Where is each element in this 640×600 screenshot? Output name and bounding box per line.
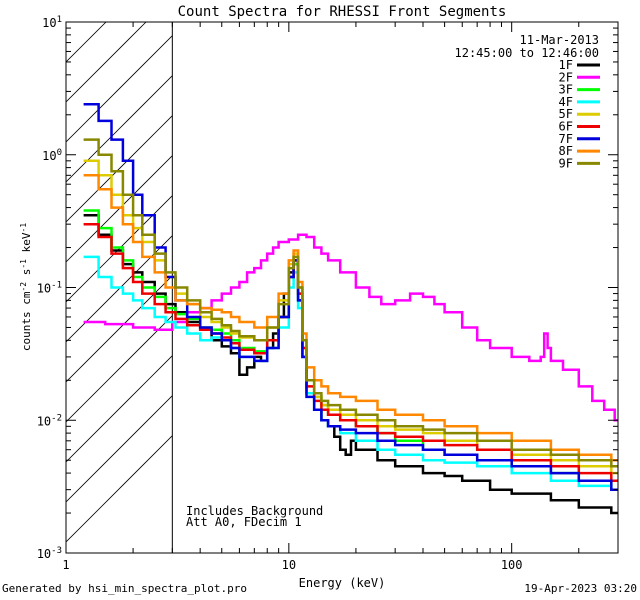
- series-line-2F: [83, 233, 618, 422]
- annotation-attenuator: Att A0, FDecim 1: [186, 515, 302, 529]
- hatch-line: [66, 22, 147, 103]
- series-line-9F: [83, 138, 618, 468]
- legend-label-6F: 6F: [559, 120, 573, 134]
- series-line-5F: [83, 159, 618, 475]
- x-tick-labels: 1 10 100: [62, 558, 522, 572]
- y-axis-label: counts cm-2 s-1 keV-1: [19, 223, 34, 351]
- y-tick-labels: 10-3 10-2 10-1 100 101: [37, 15, 62, 561]
- date-label: 11-Mar-2013: [520, 33, 599, 47]
- y-tick-label: 10-2: [37, 413, 62, 428]
- hatch-line: [66, 35, 173, 143]
- y-axis-label-unit-e: keV: [20, 232, 33, 259]
- footer-generator: Generated by hsi_min_spectra_plot.pro: [2, 582, 248, 595]
- hatch-line: [66, 22, 107, 63]
- x-tick-label: 10: [282, 558, 296, 572]
- annotation-background: Includes Background: [186, 504, 323, 518]
- legend-label-4F: 4F: [559, 95, 573, 109]
- y-axis-label-exp-b: -2: [19, 282, 28, 292]
- y-tick-label: 100: [42, 148, 62, 163]
- x-tick-label: 100: [501, 558, 523, 572]
- y-axis-label-exp-d: -1: [19, 259, 28, 269]
- hatch-line: [66, 75, 173, 183]
- legend-label-2F: 2F: [559, 70, 573, 84]
- hatch-line: [66, 435, 173, 543]
- legend-label-8F: 8F: [559, 144, 573, 158]
- hatch-line: [66, 355, 173, 463]
- series-line-8F: [83, 174, 618, 462]
- y-axis-label-unit-c: s: [20, 269, 33, 282]
- series-line-7F: [83, 103, 618, 491]
- legend-label-9F: 9F: [559, 156, 573, 170]
- legend-label-7F: 7F: [559, 132, 573, 146]
- series-layer: [83, 103, 618, 515]
- y-tick-label: 10-1: [37, 281, 62, 296]
- time-range-label: 12:45:00 to 12:46:00: [455, 46, 600, 60]
- footer-timestamp: 19-Apr-2023 03:20: [524, 582, 637, 595]
- legend-label-5F: 5F: [559, 107, 573, 121]
- y-tick-label: 10-3: [37, 546, 62, 561]
- legend-label-3F: 3F: [559, 83, 573, 97]
- hatch-line: [66, 115, 173, 223]
- hatch-line: [66, 315, 173, 423]
- series-line-1F: [83, 214, 618, 515]
- hatch-line: [66, 195, 173, 303]
- axis-ticks: [65, 21, 619, 554]
- legend-label-1F: 1F: [559, 58, 573, 72]
- series-line-4F: [83, 255, 618, 491]
- chart-title: Count Spectra for RHESSI Front Segments: [178, 4, 507, 20]
- y-tick-label: 101: [42, 15, 62, 30]
- y-axis-label-exp-f: -1: [19, 223, 28, 233]
- x-axis-label: Energy (keV): [299, 576, 386, 590]
- x-tick-label: 1: [62, 558, 69, 572]
- y-axis-label-unit-a: counts cm: [20, 291, 33, 351]
- hatch-line: [66, 395, 173, 503]
- excluded-region-hatch: [66, 22, 173, 543]
